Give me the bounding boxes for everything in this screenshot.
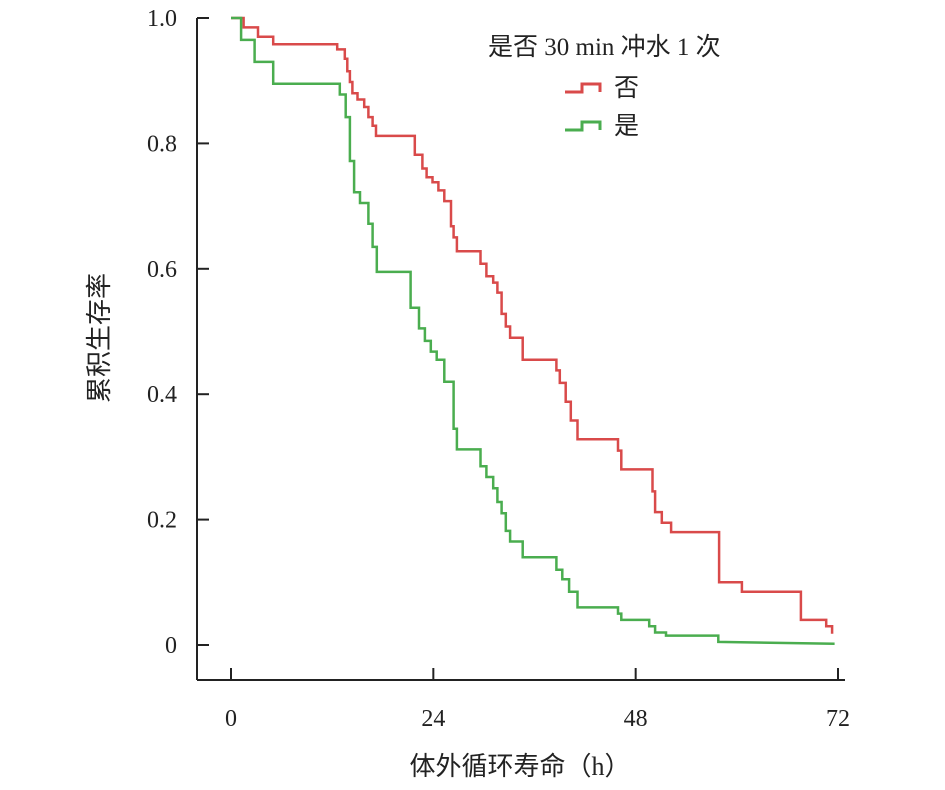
legend-swatch-no (565, 82, 602, 94)
x-tick-label: 72 (826, 706, 850, 732)
x-tick-label: 48 (624, 706, 648, 732)
series-line-yes (231, 16, 835, 645)
x-tick-label: 0 (225, 706, 237, 732)
x-axis-title: 体外循环寿命（h） (409, 752, 630, 781)
y-tick-label: 0.2 (147, 508, 177, 534)
legend-label-no: 否 (614, 75, 639, 102)
legend-title: 是否 30 min 冲水 1 次 (488, 33, 721, 61)
legend-label-yes: 是 (614, 113, 639, 140)
series-line-no (231, 16, 834, 634)
y-axis: 0 0.2 0.4 0.6 0.8 1.0 (147, 6, 209, 680)
y-tick-label: 0.8 (147, 131, 177, 157)
y-tick-label: 0.6 (147, 257, 177, 283)
series-lines (231, 16, 835, 645)
legend-swatch-yes (565, 120, 602, 132)
x-tick-label: 24 (421, 706, 445, 732)
x-axis: 0 24 48 72 (197, 668, 850, 732)
y-tick-label: 0.4 (147, 382, 177, 408)
y-tick-label: 0 (165, 633, 177, 659)
legend: 是否 30 min 冲水 1 次 否 是 (488, 33, 721, 140)
y-tick-label: 1.0 (147, 6, 177, 32)
y-axis-title: 累积生存率 (85, 273, 114, 403)
